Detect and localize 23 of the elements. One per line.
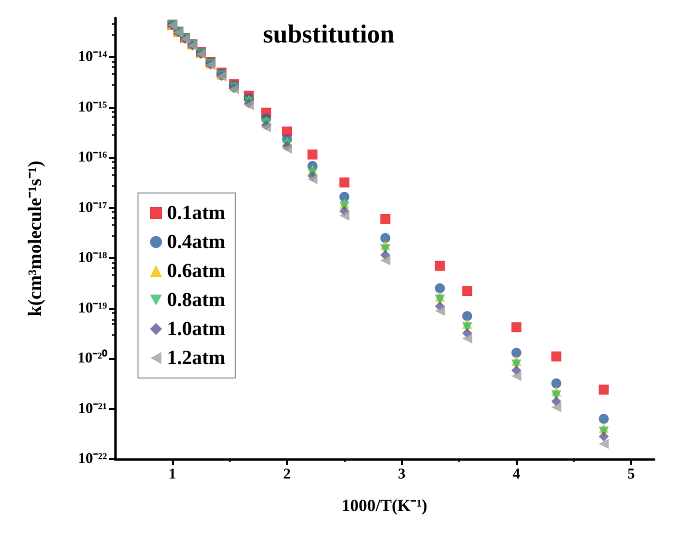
y-tick-label: 10⁻¹⁵ bbox=[78, 99, 108, 116]
legend-label: 1.2atm bbox=[167, 347, 226, 369]
y-tick-label: 10⁻¹⁷ bbox=[78, 200, 108, 216]
y-tick-label: 10⁻²¹ bbox=[78, 400, 107, 417]
y-axis-title: k(cm³molecule⁻¹s⁻¹) bbox=[25, 160, 46, 316]
x-axis-title: 1000/T(K⁻¹) bbox=[342, 496, 428, 515]
legend-label: 0.6atm bbox=[167, 260, 226, 282]
y-tick-label: 10⁻¹⁴ bbox=[78, 49, 108, 66]
legend-label: 0.8atm bbox=[167, 289, 226, 311]
x-tick-label: 5 bbox=[627, 466, 635, 482]
legend-label: 0.4atm bbox=[167, 231, 226, 253]
legend-label: 1.0atm bbox=[167, 318, 226, 340]
x-tick-label: 4 bbox=[512, 466, 521, 482]
x-tick-label: 3 bbox=[398, 466, 406, 482]
y-tick-label: 10⁻²⁰ bbox=[78, 348, 108, 367]
y-tick-label: 10⁻¹⁹ bbox=[78, 300, 108, 316]
y-tick-label: 10⁻¹⁶ bbox=[78, 150, 108, 166]
x-tick-label: 2 bbox=[283, 466, 291, 482]
y-tick-label: 10⁻¹⁸ bbox=[78, 250, 108, 266]
y-tick-label: 10⁻²² bbox=[78, 451, 108, 467]
chart-title: substitution bbox=[263, 20, 396, 48]
x-tick-label: 1 bbox=[168, 466, 176, 482]
legend-label: 0.1atm bbox=[167, 202, 226, 224]
